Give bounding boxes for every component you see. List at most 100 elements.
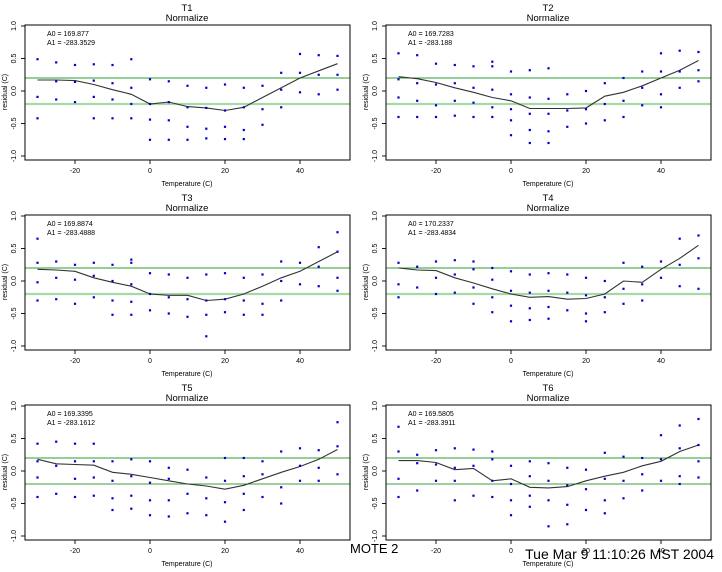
data-point bbox=[92, 460, 95, 463]
data-point bbox=[491, 296, 494, 299]
data-point bbox=[697, 50, 700, 54]
data-point bbox=[528, 475, 531, 478]
data-point bbox=[416, 82, 419, 85]
x-tick-label: 40 bbox=[657, 358, 665, 365]
x-tick-label: 0 bbox=[148, 168, 152, 175]
data-point bbox=[205, 335, 208, 338]
data-point bbox=[566, 309, 569, 312]
data-point bbox=[659, 434, 663, 437]
data-point bbox=[336, 231, 339, 234]
data-point bbox=[697, 80, 700, 83]
data-point bbox=[223, 311, 227, 314]
data-point bbox=[491, 266, 494, 270]
data-point bbox=[242, 456, 245, 460]
data-point bbox=[678, 237, 681, 240]
y-tick-label: -1.0 bbox=[372, 340, 379, 352]
data-point bbox=[186, 315, 189, 318]
data-point bbox=[603, 296, 606, 299]
data-point bbox=[111, 299, 114, 302]
y-axis-label: residual (C) bbox=[363, 454, 370, 490]
y-tick-label: 1.0 bbox=[372, 21, 379, 31]
data-point bbox=[167, 515, 170, 518]
data-point bbox=[622, 497, 625, 500]
data-point bbox=[130, 102, 133, 106]
data-point bbox=[453, 259, 456, 262]
data-point bbox=[472, 302, 475, 305]
data-point bbox=[336, 88, 339, 91]
data-point bbox=[167, 499, 170, 502]
data-point bbox=[130, 300, 133, 303]
data-point bbox=[584, 276, 588, 279]
data-point bbox=[298, 447, 302, 450]
data-point bbox=[566, 291, 569, 294]
data-point bbox=[528, 291, 531, 294]
data-point bbox=[36, 476, 39, 479]
data-point bbox=[148, 102, 152, 106]
data-point bbox=[678, 475, 681, 478]
data-point bbox=[641, 489, 644, 492]
y-tick-label: 0.0 bbox=[372, 86, 379, 96]
data-point bbox=[73, 278, 77, 281]
y-tick-label: -1.0 bbox=[372, 530, 379, 542]
data-point bbox=[509, 464, 513, 467]
data-point bbox=[167, 466, 170, 469]
data-point bbox=[416, 115, 419, 119]
x-tick-label: 40 bbox=[657, 548, 665, 555]
y-tick-label: 0.0 bbox=[372, 466, 379, 476]
data-point bbox=[111, 508, 114, 512]
data-point bbox=[416, 453, 419, 456]
data-point bbox=[491, 479, 494, 482]
data-point bbox=[73, 477, 77, 480]
data-point bbox=[167, 477, 170, 480]
data-point bbox=[186, 106, 189, 109]
plot-box bbox=[385, 24, 712, 161]
y-axis-label: residual (C) bbox=[2, 74, 9, 110]
data-point bbox=[186, 492, 189, 495]
data-point bbox=[453, 499, 456, 502]
data-point bbox=[434, 260, 438, 263]
data-point bbox=[547, 67, 550, 70]
y-tick-label: 1.0 bbox=[11, 401, 18, 411]
trend-line bbox=[398, 60, 699, 110]
data-point bbox=[509, 134, 513, 137]
data-point bbox=[130, 258, 133, 261]
data-point bbox=[167, 296, 170, 299]
y-tick-label: 1.0 bbox=[372, 401, 379, 411]
data-point bbox=[242, 492, 245, 495]
data-point bbox=[73, 442, 77, 445]
data-point bbox=[678, 70, 681, 73]
data-point bbox=[528, 307, 531, 310]
data-point bbox=[261, 313, 264, 316]
data-point bbox=[148, 292, 152, 296]
y-tick-label: -1.0 bbox=[372, 150, 379, 162]
plot-box bbox=[24, 24, 351, 161]
data-point bbox=[205, 497, 208, 500]
y-axis-label: residual (C) bbox=[363, 74, 370, 110]
panel-title: T6 bbox=[542, 383, 553, 394]
data-point bbox=[148, 78, 152, 81]
x-tick-label: -20 bbox=[431, 168, 441, 175]
data-point bbox=[491, 311, 494, 314]
x-tick-label: 0 bbox=[509, 168, 513, 175]
y-tick-label: -0.5 bbox=[372, 497, 379, 509]
data-point bbox=[584, 108, 588, 111]
data-point bbox=[678, 285, 681, 288]
data-point bbox=[622, 287, 625, 290]
data-point bbox=[678, 424, 681, 427]
data-point bbox=[205, 299, 208, 302]
data-point bbox=[336, 250, 339, 253]
data-point bbox=[92, 261, 95, 264]
data-point bbox=[641, 70, 644, 73]
data-point bbox=[603, 82, 606, 85]
panel-subtitle: Normalize bbox=[166, 203, 209, 214]
data-point bbox=[205, 127, 208, 130]
data-point bbox=[509, 289, 513, 292]
data-point bbox=[566, 125, 569, 128]
data-point bbox=[603, 102, 606, 106]
data-point bbox=[130, 58, 133, 61]
panel-T6: T6 Normalize -20 0 20 40 Temperature (C) -1.0 -0… bbox=[361, 380, 722, 570]
